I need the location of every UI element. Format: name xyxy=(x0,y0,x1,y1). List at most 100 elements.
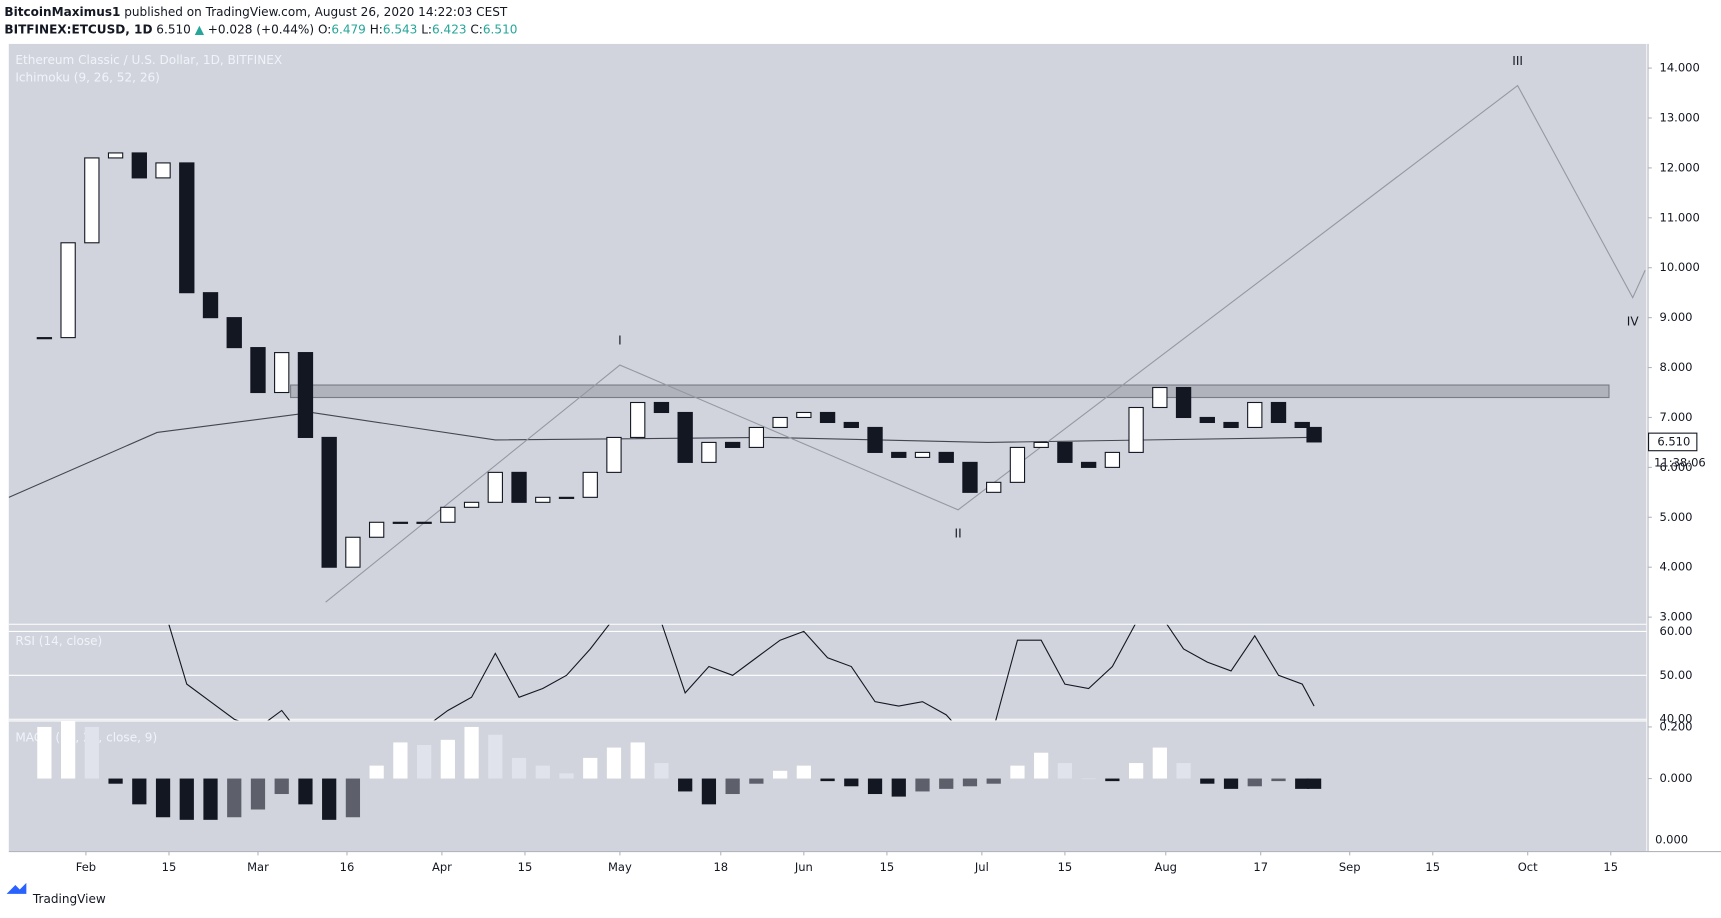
candle xyxy=(345,536,361,568)
candle xyxy=(250,347,266,394)
x-tick-label: Jun xyxy=(794,860,813,874)
x-tick-label: Feb xyxy=(76,860,96,874)
candle xyxy=(535,496,551,503)
candle xyxy=(60,242,76,339)
candle xyxy=(1294,421,1310,429)
macd-bar xyxy=(1271,778,1286,782)
candle xyxy=(511,471,527,503)
macd-bar xyxy=(1223,778,1239,789)
candle xyxy=(819,411,836,424)
chart-background xyxy=(8,43,1647,852)
header-line-2: BITFINEX:ETCUSD, 1D 6.510 ▲ +0.028 (+0.4… xyxy=(4,22,517,36)
y-tick-label: 6.000 xyxy=(1660,460,1693,474)
macd-bar xyxy=(84,726,99,779)
candle xyxy=(606,436,622,473)
wave-label: I xyxy=(618,333,622,347)
x-tick-label: 18 xyxy=(713,860,728,874)
rsi-tick-label: 40.00 xyxy=(1660,712,1693,726)
macd-bar xyxy=(179,778,194,820)
x-tick-label: 15 xyxy=(880,860,895,874)
macd-bar xyxy=(1152,747,1167,779)
candle xyxy=(1104,451,1121,468)
macd-bar xyxy=(440,739,455,779)
y-tick-label: 12.000 xyxy=(1660,160,1700,174)
candle xyxy=(1175,386,1192,419)
macd-bar xyxy=(939,778,954,789)
macd-bar xyxy=(654,763,669,779)
o-label: O: xyxy=(318,22,331,36)
candle xyxy=(1057,441,1073,463)
y-tick-label: 10.000 xyxy=(1660,260,1700,274)
resistance-zone xyxy=(290,384,1610,399)
moving-average xyxy=(8,411,1309,498)
footer-brand: TradingView xyxy=(32,892,106,906)
macd-bar xyxy=(393,742,408,779)
macd-bar xyxy=(867,778,883,795)
macd-bar xyxy=(962,778,978,787)
wave-label: IV xyxy=(1627,314,1640,328)
macd-bar xyxy=(1306,778,1322,789)
y-tick-label: 3.000 xyxy=(1660,610,1693,624)
x-tick-label: 15 xyxy=(518,860,533,874)
candle xyxy=(653,401,670,414)
macd-bar xyxy=(844,778,859,787)
macd-bar xyxy=(37,726,52,779)
candle xyxy=(701,441,717,463)
candle xyxy=(202,292,219,319)
candle xyxy=(843,421,859,429)
candle xyxy=(867,426,883,453)
price-label: 6.510 xyxy=(1657,434,1690,448)
macd-bar xyxy=(583,757,598,779)
macd-bar xyxy=(511,757,527,779)
macd-bar xyxy=(250,778,266,810)
y-tick-label: 13.000 xyxy=(1660,110,1700,124)
macd-bar xyxy=(725,778,740,795)
change: +0.028 (+0.44%) xyxy=(208,22,314,36)
y-tick-label: 14.000 xyxy=(1660,61,1700,75)
macd-bar xyxy=(630,742,645,779)
macd-bar xyxy=(155,778,171,818)
candle xyxy=(84,157,100,244)
candle xyxy=(440,506,456,523)
candle xyxy=(962,461,978,493)
macd-bar xyxy=(488,734,503,779)
candle xyxy=(748,426,765,448)
candle xyxy=(1080,461,1097,468)
header-line-1: BitcoinMaximus1 published on TradingView… xyxy=(4,5,507,19)
macd-bar xyxy=(749,778,764,784)
macd-bar xyxy=(796,765,811,779)
price-label-bg xyxy=(1648,432,1698,452)
x-tick-label: 15 xyxy=(162,860,177,874)
macd-bar xyxy=(132,778,147,805)
candle xyxy=(938,451,954,463)
x-tick-label: May xyxy=(608,860,632,874)
macd-bar xyxy=(322,778,337,820)
macd-bar xyxy=(274,778,289,795)
candle xyxy=(1247,401,1263,429)
macd-bar xyxy=(108,778,123,784)
l-label: L: xyxy=(421,22,432,36)
macd-bar xyxy=(535,765,550,779)
chart-subtitle: Ichimoku (9, 26, 52, 26) xyxy=(15,70,160,84)
macd-bar xyxy=(416,744,432,779)
x-tick-label: Mar xyxy=(247,860,269,874)
x-tick-label: 15 xyxy=(1058,860,1073,874)
y-tick-label: 11.000 xyxy=(1660,210,1700,224)
rsi-tick-label: 50.00 xyxy=(1660,668,1693,682)
candle xyxy=(274,352,290,394)
x-tick-label: 16 xyxy=(340,860,355,874)
macd-bar xyxy=(369,765,384,779)
candle xyxy=(724,441,741,448)
candle xyxy=(558,496,575,499)
candle xyxy=(914,451,931,458)
candle xyxy=(179,162,195,294)
macd-bar xyxy=(891,778,906,797)
macd-bar xyxy=(203,778,218,820)
candle xyxy=(1009,446,1026,483)
macd-bar xyxy=(820,778,835,782)
x-tick-label: Sep xyxy=(1339,860,1361,874)
candle xyxy=(1152,386,1168,409)
candle xyxy=(487,471,503,503)
macd-bar xyxy=(915,778,930,792)
y-tick-label: 8.000 xyxy=(1660,360,1693,374)
